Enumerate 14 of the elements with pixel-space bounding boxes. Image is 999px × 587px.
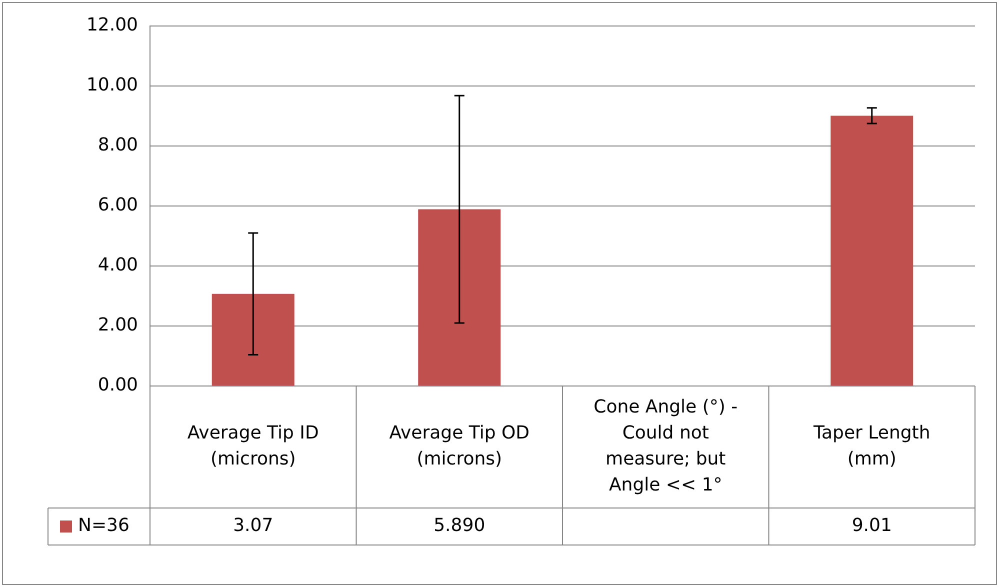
y-tick-label: 10.00 (86, 74, 138, 96)
bar (418, 209, 501, 386)
bar (212, 294, 294, 386)
y-tick-label: 4.00 (98, 254, 138, 276)
y-tick-label: 12.00 (86, 14, 138, 36)
x-tick-label: Taper Length (mm) (812, 422, 930, 470)
x-tick-label: Average Tip OD (microns) (389, 422, 530, 470)
x-tick-label: Cone Angle (°) - Could not measure; but Angle << 1° (594, 396, 738, 496)
x-tick-label: Average Tip ID (microns) (187, 422, 319, 470)
y-tick-label: 0.00 (98, 374, 138, 396)
bar (830, 116, 914, 386)
y-tick-label: 2.00 (98, 314, 138, 336)
y-tick-label: 8.00 (98, 134, 138, 156)
y-tick-label: 6.00 (98, 194, 138, 216)
